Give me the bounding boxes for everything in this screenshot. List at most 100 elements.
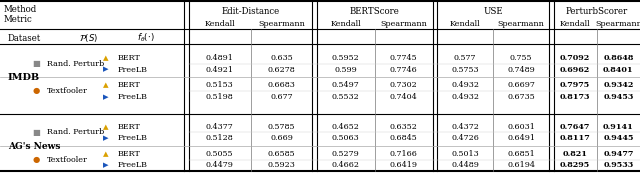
Text: 0.6697: 0.6697: [507, 81, 535, 89]
Text: 0.5198: 0.5198: [206, 93, 234, 101]
Text: 0.5952: 0.5952: [332, 54, 360, 62]
Text: ■: ■: [32, 128, 40, 137]
Text: 0.7404: 0.7404: [390, 93, 417, 101]
Text: Spearmann: Spearmann: [258, 20, 305, 28]
Text: 0.4489: 0.4489: [451, 161, 479, 169]
Text: 0.6352: 0.6352: [390, 123, 418, 131]
Text: Kendall: Kendall: [560, 20, 591, 28]
Text: Rand. Perturb: Rand. Perturb: [47, 129, 104, 136]
Text: 0.8648: 0.8648: [604, 54, 634, 62]
Text: 0.4372: 0.4372: [451, 123, 479, 131]
Text: Method: Method: [3, 5, 36, 14]
Text: ●: ●: [32, 86, 40, 95]
Text: Spearmann: Spearmann: [498, 20, 545, 28]
Text: 0.7746: 0.7746: [390, 66, 417, 73]
Text: 0.4921: 0.4921: [205, 66, 234, 73]
Text: 0.9477: 0.9477: [604, 150, 634, 158]
Text: 0.669: 0.669: [270, 134, 293, 142]
Text: AG's News: AG's News: [8, 142, 60, 151]
Text: ▶: ▶: [104, 135, 109, 141]
Text: FreeLB: FreeLB: [117, 93, 147, 101]
Text: 0.7975: 0.7975: [560, 81, 590, 89]
Text: 0.599: 0.599: [334, 66, 357, 73]
Text: 0.4377: 0.4377: [206, 123, 234, 131]
Text: Textfooler: Textfooler: [47, 156, 88, 164]
Text: Rand. Perturb: Rand. Perturb: [47, 60, 104, 68]
Text: 0.5279: 0.5279: [332, 150, 360, 158]
Text: Edit-Distance: Edit-Distance: [221, 7, 280, 16]
Text: Metric: Metric: [3, 14, 32, 24]
Text: IMDB: IMDB: [8, 73, 40, 82]
Text: Kendall: Kendall: [204, 20, 235, 28]
Text: 0.6419: 0.6419: [390, 161, 418, 169]
Text: Textfooler: Textfooler: [47, 87, 88, 95]
Text: BERT: BERT: [117, 81, 140, 89]
Text: 0.7166: 0.7166: [390, 150, 418, 158]
Text: 0.4891: 0.4891: [205, 54, 234, 62]
Text: 0.821: 0.821: [563, 150, 588, 158]
Text: ▶: ▶: [104, 66, 109, 73]
Text: ●: ●: [32, 155, 40, 164]
Text: 0.7489: 0.7489: [508, 66, 535, 73]
Text: 0.8173: 0.8173: [560, 93, 591, 101]
Text: 0.7745: 0.7745: [390, 54, 417, 62]
Text: Dataset: Dataset: [8, 33, 41, 43]
Text: 0.4662: 0.4662: [332, 161, 360, 169]
Text: 0.9445: 0.9445: [603, 134, 634, 142]
Text: Kendall: Kendall: [330, 20, 361, 28]
Text: 0.5013: 0.5013: [451, 150, 479, 158]
Text: ■: ■: [32, 59, 40, 68]
Text: 0.6845: 0.6845: [390, 134, 417, 142]
Text: 0.5063: 0.5063: [332, 134, 360, 142]
Text: 0.5785: 0.5785: [268, 123, 295, 131]
Text: 0.6278: 0.6278: [268, 66, 295, 73]
Text: 0.7647: 0.7647: [560, 123, 590, 131]
Text: 0.6491: 0.6491: [507, 134, 535, 142]
Text: 0.5055: 0.5055: [206, 150, 234, 158]
Text: BERTScore: BERTScore: [350, 7, 399, 16]
Text: 0.8295: 0.8295: [560, 161, 590, 169]
Text: 0.5153: 0.5153: [206, 81, 234, 89]
Text: 0.9141: 0.9141: [603, 123, 634, 131]
Text: 0.6585: 0.6585: [268, 150, 295, 158]
Text: 0.6683: 0.6683: [268, 81, 296, 89]
Text: USE: USE: [483, 7, 503, 16]
Text: 0.9533: 0.9533: [604, 161, 634, 169]
Text: ▲: ▲: [104, 82, 109, 88]
Text: 0.6962: 0.6962: [560, 66, 590, 73]
Text: 0.4932: 0.4932: [451, 93, 479, 101]
Text: ▲: ▲: [104, 151, 109, 157]
Text: 0.5532: 0.5532: [332, 93, 360, 101]
Text: 0.6851: 0.6851: [508, 150, 535, 158]
Text: Kendall: Kendall: [450, 20, 481, 28]
Text: ▲: ▲: [104, 55, 109, 61]
Text: Spearmann: Spearmann: [595, 20, 640, 28]
Text: 0.5923: 0.5923: [268, 161, 296, 169]
Text: ▲: ▲: [104, 124, 109, 130]
Text: 0.4652: 0.4652: [332, 123, 360, 131]
Text: 0.6031: 0.6031: [507, 123, 535, 131]
Text: 0.4726: 0.4726: [451, 134, 479, 142]
Text: $\mathcal{P}(S)$: $\mathcal{P}(S)$: [79, 32, 98, 44]
Text: FreeLB: FreeLB: [117, 66, 147, 73]
Text: 0.8401: 0.8401: [603, 66, 634, 73]
Text: 0.9453: 0.9453: [604, 93, 634, 101]
Text: 0.5128: 0.5128: [206, 134, 234, 142]
Text: 0.5497: 0.5497: [332, 81, 360, 89]
Text: BERT: BERT: [117, 150, 140, 158]
Text: 0.4932: 0.4932: [451, 81, 479, 89]
Text: PerturbScorer: PerturbScorer: [566, 7, 628, 16]
Text: 0.755: 0.755: [510, 54, 532, 62]
Text: BERT: BERT: [117, 123, 140, 131]
Text: 0.635: 0.635: [270, 54, 293, 62]
Text: ▶: ▶: [104, 94, 109, 100]
Text: 0.8117: 0.8117: [560, 134, 591, 142]
Text: 0.7092: 0.7092: [560, 54, 590, 62]
Text: 0.677: 0.677: [270, 93, 292, 101]
Text: $f_{\theta}(\cdot)$: $f_{\theta}(\cdot)$: [137, 32, 155, 44]
Text: 0.9342: 0.9342: [604, 81, 634, 89]
Text: Spearmann: Spearmann: [380, 20, 427, 28]
Text: 0.6735: 0.6735: [508, 93, 535, 101]
Text: 0.5753: 0.5753: [451, 66, 479, 73]
Text: FreeLB: FreeLB: [117, 134, 147, 142]
